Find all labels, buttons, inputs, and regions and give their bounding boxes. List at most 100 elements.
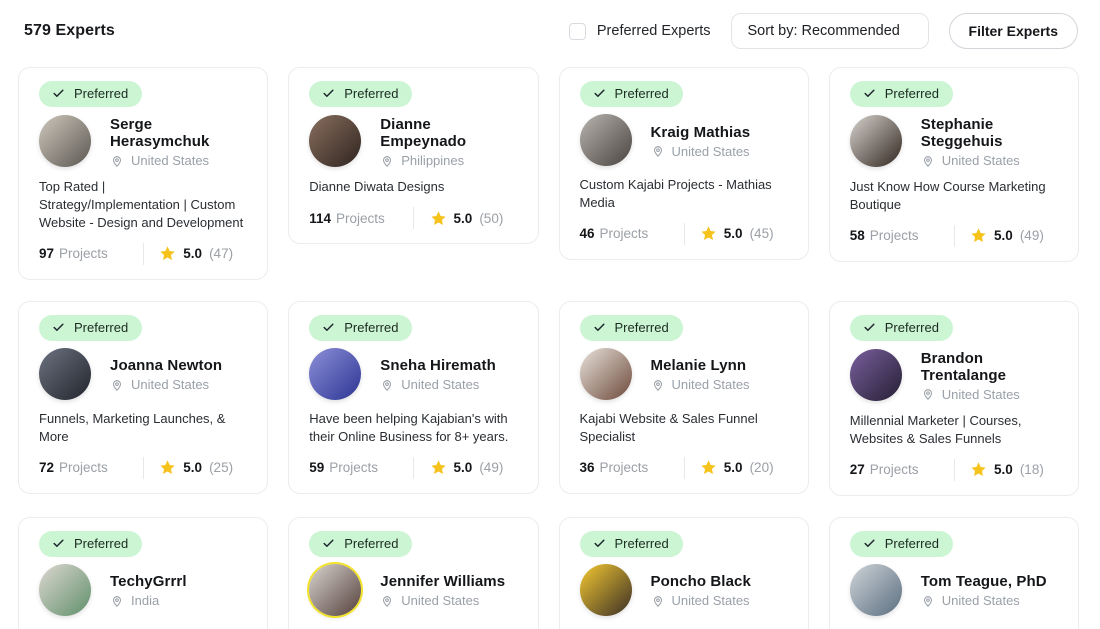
expert-location: United States — [941, 386, 1020, 402]
check-icon — [53, 89, 64, 97]
expert-profile: Dianne Empeynado Philippines — [309, 114, 518, 168]
preferred-experts-checkbox[interactable] — [568, 22, 586, 40]
expert-description: Millennial Marketer | Courses, Websites … — [849, 412, 1022, 446]
location-pin-icon — [923, 595, 932, 607]
expert-location: United States — [941, 153, 1020, 168]
expert-identity: Stephanie Steggehuis United States — [921, 114, 1059, 168]
expert-location-row: Philippines — [380, 153, 518, 168]
expert-profile: Stephanie Steggehuis United States — [849, 114, 1059, 168]
expert-location-row: United States — [380, 377, 496, 392]
expert-location-row: United States — [921, 387, 1059, 402]
projects-label: Projects — [599, 226, 649, 242]
avatar — [849, 563, 902, 616]
rating-count: (18) — [1019, 462, 1044, 478]
star-icon — [160, 246, 175, 261]
expert-identity: Joanna Newton United States — [110, 355, 222, 392]
star-icon — [701, 460, 716, 475]
expert-name: Tom Teague, PhD — [920, 573, 1047, 591]
meta-divider — [953, 458, 955, 481]
expert-meta: 36 Projects 5.0 (20) — [580, 456, 789, 480]
rating-stat: 5.0 (49) — [414, 459, 518, 476]
location-pin-icon — [923, 389, 932, 401]
expert-profile: Melanie Lynn United States — [579, 347, 789, 400]
expert-profile: Kraig Mathias United States — [579, 114, 789, 166]
projects-count: 46 — [579, 226, 595, 242]
location-pin-icon — [383, 595, 392, 607]
star-icon — [430, 210, 446, 225]
expert-card[interactable]: Preferred Joanna Newton United States Fu… — [18, 300, 269, 494]
expert-card[interactable]: Preferred Dianne Empeynado Philippines D… — [288, 67, 539, 244]
expert-description: Jen+Cass | High-Converting Kajabi Websit… — [309, 626, 518, 629]
page-title: 579 Experts — [24, 22, 115, 39]
expert-card[interactable]: Preferred Melanie Lynn United States Kaj… — [558, 300, 809, 494]
preferred-badge-label: Preferred — [614, 535, 669, 551]
preferred-badge-label: Preferred — [614, 319, 669, 335]
expert-meta: 46 Projects 5.0 (45) — [580, 222, 789, 246]
meta-divider — [143, 456, 145, 479]
preferred-experts-filter[interactable]: Preferred Experts — [568, 22, 711, 40]
check-icon — [53, 323, 64, 331]
expert-card[interactable]: Preferred Brandon Trentalange United Sta… — [828, 300, 1079, 496]
preferred-badge-label: Preferred — [344, 319, 399, 335]
expert-card[interactable]: Preferred Tom Teague, PhD United States … — [828, 516, 1079, 629]
preferred-badge-label: Preferred — [74, 319, 129, 335]
expert-card[interactable]: Preferred Sneha Hiremath United States H… — [288, 300, 539, 494]
expert-card[interactable]: Preferred Jennifer Williams United State… — [288, 516, 539, 629]
preferred-badge: Preferred — [849, 81, 953, 107]
expert-meta: 114 Projects 5.0 (50) — [309, 206, 518, 230]
expert-name: Joanna Newton — [110, 357, 223, 375]
preferred-badge: Preferred — [39, 314, 143, 341]
avatar — [39, 347, 91, 400]
preferred-badge: Preferred — [579, 314, 683, 341]
expert-profile: Brandon Trentalange United States — [849, 348, 1059, 402]
expert-profile: Poncho Black United States — [579, 563, 789, 616]
expert-location-row: United States — [110, 153, 248, 168]
preferred-badge-label: Preferred — [614, 86, 669, 101]
projects-label: Projects — [599, 460, 649, 476]
expert-location-row: United States — [651, 144, 751, 159]
expert-description: Kajabi Migrations | Sales Funnel Expert … — [580, 626, 789, 629]
expert-card[interactable]: Preferred Stephanie Steggehuis United St… — [828, 67, 1079, 262]
expert-card[interactable]: Preferred Poncho Black United States Kaj… — [558, 516, 809, 629]
rating-value: 5.0 — [723, 226, 743, 242]
check-icon — [323, 89, 334, 97]
sort-dropdown[interactable]: Sort by: Recommended — [730, 13, 929, 49]
expert-name: Sneha Hiremath — [380, 357, 496, 375]
expert-profile: Jennifer Williams United States — [309, 563, 518, 616]
expert-location-row: United States — [110, 377, 222, 392]
expert-name: Serge Herasymchuk — [110, 116, 210, 150]
meta-divider — [683, 456, 685, 479]
expert-description: TechyGrrrl - One stop solution for your … — [39, 626, 248, 629]
location-pin-icon — [112, 379, 122, 391]
preferred-badge: Preferred — [849, 530, 953, 557]
expert-card[interactable]: Preferred Kraig Mathias United States Cu… — [558, 67, 809, 260]
expert-location-row: United States — [921, 593, 1047, 608]
filter-experts-button[interactable]: Filter Experts — [948, 13, 1078, 49]
avatar — [579, 563, 632, 616]
expert-card[interactable]: Preferred TechyGrrrl India TechyGrrrl - … — [18, 516, 269, 629]
expert-location-row: United States — [651, 377, 750, 392]
expert-location-row: United States — [921, 153, 1059, 168]
meta-divider — [953, 224, 955, 247]
avatar — [39, 115, 91, 167]
check-icon — [593, 323, 605, 331]
expert-description: Have been helping Kajabian's with their … — [309, 410, 509, 444]
expert-identity: Dianne Empeynado Philippines — [380, 114, 518, 168]
avatar — [309, 347, 362, 400]
expert-name: Melanie Lynn — [650, 357, 747, 375]
expert-location: United States — [401, 593, 480, 609]
rating-value: 5.0 — [453, 460, 473, 476]
toolbar: 579 Experts Preferred Experts Sort by: R… — [0, 0, 1100, 61]
expert-card[interactable]: Preferred Serge Herasymchuk United State… — [18, 67, 269, 280]
expert-description: Just Know How Course Marketing Boutique — [849, 179, 1046, 212]
expert-meta: 27 Projects 5.0 (18) — [850, 458, 1059, 482]
projects-stat: 58 Projects — [850, 228, 954, 243]
preferred-experts-label: Preferred Experts — [596, 23, 711, 39]
preferred-badge-label: Preferred — [74, 86, 129, 101]
expert-identity: Kraig Mathias United States — [651, 122, 751, 159]
meta-divider — [143, 242, 145, 265]
preferred-badge: Preferred — [849, 314, 953, 341]
rating-count: (49) — [1019, 228, 1044, 244]
avatar — [309, 115, 362, 167]
expert-name: Jennifer Williams — [380, 573, 506, 591]
